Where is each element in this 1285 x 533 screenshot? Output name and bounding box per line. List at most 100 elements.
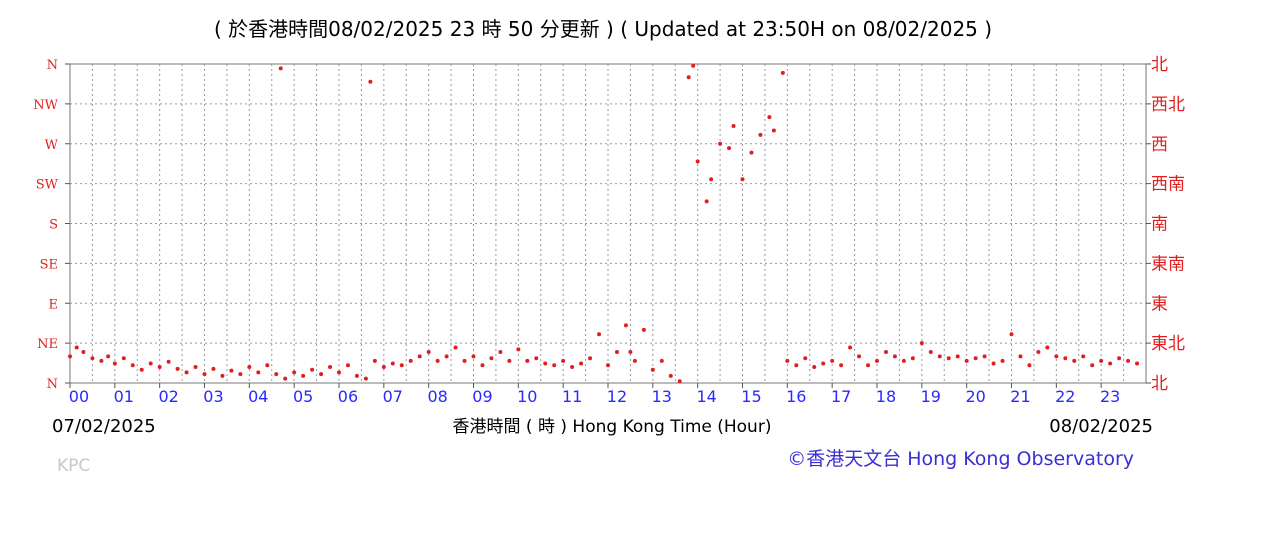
data-point bbox=[157, 365, 162, 370]
x-axis-label: 香港時間 ( 時 ) Hong Kong Time (Hour) bbox=[453, 417, 772, 437]
data-point bbox=[453, 345, 458, 350]
start-date: 07/02/2025 bbox=[52, 416, 156, 437]
data-point bbox=[525, 358, 530, 363]
data-point bbox=[570, 365, 575, 370]
x-tick-label: 04 bbox=[248, 387, 268, 406]
data-point bbox=[471, 354, 476, 359]
data-point bbox=[74, 345, 79, 350]
data-point bbox=[139, 367, 144, 372]
x-tick-label: 19 bbox=[921, 387, 941, 406]
data-point bbox=[731, 124, 736, 129]
y-tick-label-left: NE bbox=[37, 337, 58, 352]
data-point bbox=[68, 354, 72, 359]
data-point bbox=[256, 370, 261, 375]
data-point bbox=[480, 363, 485, 368]
data-point bbox=[399, 363, 404, 368]
data-point bbox=[785, 358, 790, 363]
x-tick-label: 12 bbox=[607, 387, 627, 406]
y-tick-label-left: SW bbox=[36, 178, 59, 193]
data-point bbox=[561, 358, 566, 363]
data-point bbox=[910, 356, 915, 361]
data-point bbox=[964, 358, 969, 363]
data-point bbox=[534, 356, 539, 361]
data-point bbox=[691, 63, 696, 68]
data-point bbox=[1036, 349, 1041, 354]
data-point bbox=[718, 141, 723, 146]
data-point bbox=[381, 365, 386, 370]
data-point bbox=[641, 327, 646, 332]
x-tick-label: 09 bbox=[472, 387, 492, 406]
data-point bbox=[238, 372, 243, 377]
data-point bbox=[1108, 361, 1113, 366]
data-point bbox=[1126, 358, 1131, 363]
y-tick-label-right: 東南 bbox=[1151, 254, 1185, 274]
data-point bbox=[292, 370, 297, 375]
y-tick-label-right: 北 bbox=[1151, 55, 1168, 75]
data-point bbox=[372, 358, 377, 363]
data-point bbox=[875, 358, 879, 363]
x-tick-label: 23 bbox=[1100, 387, 1120, 406]
x-tick-label: 01 bbox=[114, 387, 134, 406]
y-tick-label-left: W bbox=[45, 138, 59, 153]
grid bbox=[69, 63, 1147, 384]
data-point bbox=[390, 361, 395, 366]
data-point bbox=[614, 349, 619, 354]
data-point bbox=[597, 332, 602, 337]
data-point bbox=[628, 349, 633, 354]
y-tick-label-right: 東北 bbox=[1151, 334, 1185, 354]
data-point bbox=[839, 363, 844, 368]
data-point bbox=[552, 363, 557, 368]
data-point bbox=[1018, 354, 1023, 359]
data-point bbox=[368, 79, 373, 84]
data-point bbox=[668, 373, 673, 378]
data-point bbox=[1072, 358, 1077, 363]
x-tick-label: 21 bbox=[1010, 387, 1030, 406]
data-point bbox=[507, 358, 512, 363]
data-point bbox=[462, 358, 467, 363]
data-point bbox=[220, 373, 225, 378]
data-point bbox=[408, 358, 413, 363]
data-point bbox=[90, 356, 95, 361]
data-point bbox=[489, 356, 494, 361]
data-point bbox=[1054, 354, 1059, 359]
data-point bbox=[278, 66, 283, 71]
data-point bbox=[166, 359, 171, 364]
x-tick-label: 07 bbox=[383, 387, 403, 406]
data-point bbox=[229, 368, 234, 373]
data-point bbox=[771, 128, 776, 133]
y-axis-left: N NE E SE S SW W NW N bbox=[33, 58, 70, 392]
data-points bbox=[68, 63, 1140, 384]
y-tick-label-right: 西南 bbox=[1151, 175, 1185, 195]
data-point bbox=[579, 361, 584, 366]
data-point bbox=[955, 354, 960, 359]
chart-title: ( 於香港時間08/02/2025 23 時 50 分更新 ) ( Update… bbox=[214, 17, 992, 41]
data-point bbox=[345, 363, 350, 368]
data-point bbox=[148, 361, 153, 366]
y-tick-label-left: E bbox=[49, 297, 59, 312]
data-point bbox=[866, 363, 871, 368]
data-point bbox=[337, 370, 341, 375]
data-point bbox=[919, 341, 924, 346]
credit: ©香港天文台 Hong Kong Observatory bbox=[787, 448, 1134, 470]
data-point bbox=[175, 366, 180, 371]
data-point bbox=[901, 358, 906, 363]
y-tick-label-right: 西 bbox=[1151, 135, 1168, 155]
data-point bbox=[812, 365, 817, 370]
data-point bbox=[106, 354, 111, 359]
data-point bbox=[211, 366, 216, 371]
y-tick-label-right: 西北 bbox=[1151, 95, 1185, 115]
data-point bbox=[727, 146, 732, 151]
data-point bbox=[946, 356, 951, 361]
data-point bbox=[354, 373, 359, 378]
y-tick-label-left: N bbox=[47, 58, 58, 73]
x-tick-label: 11 bbox=[562, 387, 582, 406]
x-tick-label: 10 bbox=[517, 387, 537, 406]
data-point bbox=[247, 365, 252, 370]
data-point bbox=[709, 177, 714, 182]
y-tick-label-right: 北 bbox=[1151, 374, 1168, 394]
data-point bbox=[883, 349, 888, 354]
data-point bbox=[1063, 356, 1068, 361]
x-tick-label: 00 bbox=[69, 387, 89, 406]
data-point bbox=[767, 115, 772, 120]
